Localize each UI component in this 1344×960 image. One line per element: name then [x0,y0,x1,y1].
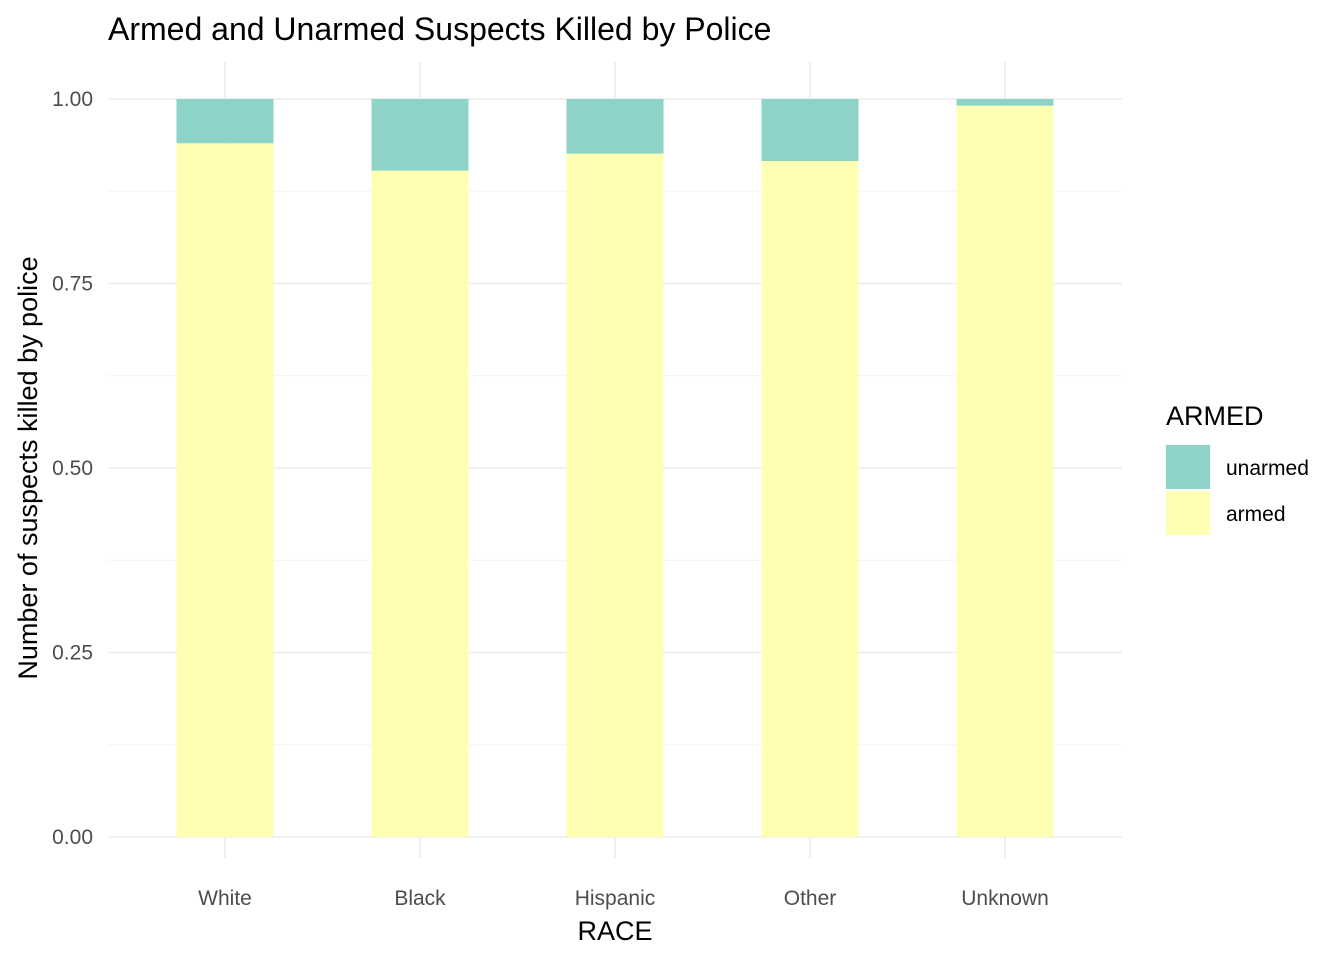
y-tick-label: 1.00 [52,88,93,111]
x-axis-title: RACE [577,916,652,946]
legend-title: ARMED [1166,401,1264,431]
bar-armed-black [371,170,469,837]
legend-label-unarmed: unarmed [1226,457,1309,480]
y-tick-label: 0.50 [52,457,93,480]
y-axis-title: Number of suspects killed by police [13,256,43,679]
chart-title: Armed and Unarmed Suspects Killed by Pol… [108,11,771,47]
bar-armed-other [761,160,859,837]
x-tick-label: Unknown [961,887,1049,910]
legend-label-armed: armed [1226,503,1286,526]
y-tick-label: 0.75 [52,273,93,296]
bar-unarmed-unknown [956,99,1054,106]
bar-unarmed-hispanic [566,99,664,154]
legend-swatch-unarmed [1166,445,1210,489]
bar-unarmed-white [176,99,274,144]
y-tick-label: 0.00 [52,826,93,849]
x-tick-label: Black [394,887,446,910]
legend-swatch-armed [1166,491,1210,535]
bar-unarmed-black [371,99,469,171]
x-tick-label: White [198,887,252,910]
x-tick-label: Other [784,887,837,910]
bars [176,99,1054,838]
bar-armed-white [176,143,274,837]
x-axis-ticks: White Black Hispanic Other Unknown [198,887,1049,910]
bar-unarmed-other [761,99,859,161]
bar-armed-unknown [956,105,1054,838]
x-tick-label: Hispanic [575,887,656,910]
y-axis-ticks: 0.00 0.25 0.50 0.75 1.00 [52,88,93,849]
bar-armed-hispanic [566,153,664,837]
y-tick-label: 0.25 [52,642,93,665]
legend: ARMED unarmed armed [1166,401,1309,535]
